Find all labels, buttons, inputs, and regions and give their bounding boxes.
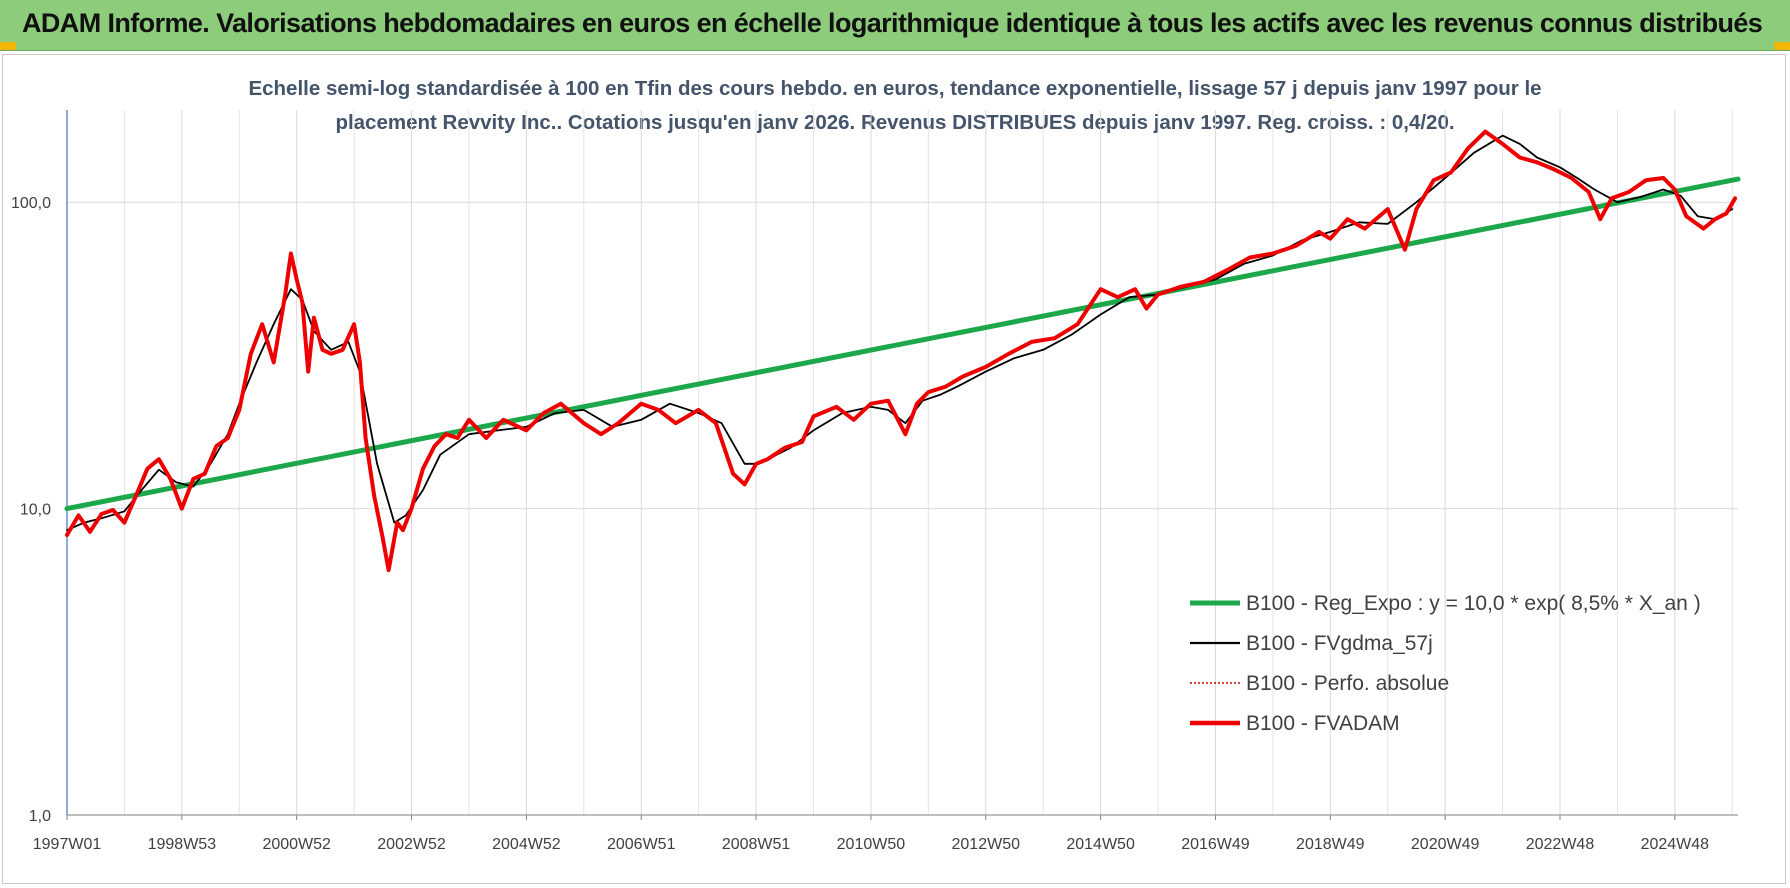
corner-marker-left <box>0 42 16 50</box>
chart-frame <box>2 54 1786 884</box>
x-tick-label: 2008W51 <box>722 836 791 853</box>
y-tick-label: 1,0 <box>29 808 51 825</box>
legend: B100 - Reg_Expo : y = 10,0 * exp( 8,5% *… <box>1190 592 1701 735</box>
corner-marker-right <box>1774 42 1790 50</box>
x-tick-label: 2024W48 <box>1641 836 1710 853</box>
x-tick-label: 2010W50 <box>837 836 906 853</box>
series-line-0 <box>64 176 1741 512</box>
series-line-3 <box>65 129 1738 573</box>
x-tick-label: 2000W52 <box>262 836 331 853</box>
legend-label-1: B100 - FVgdma_57j <box>1246 632 1433 655</box>
y-tick-label: 10,0 <box>20 502 51 519</box>
series <box>64 129 1741 573</box>
x-tick-label: 1997W01 <box>33 836 102 853</box>
grid <box>67 110 1738 816</box>
axes: 1997W01 1998W53 2000W52 2002W52 2004W52 2006W… <box>11 110 1738 853</box>
x-tick-label: 2018W49 <box>1296 836 1365 853</box>
banner-title: ADAM Informe. Valorisations hebdomadaire… <box>22 8 1763 38</box>
title-banner: ADAM Informe. Valorisations hebdomadaire… <box>0 0 1790 51</box>
y-tick-label: 100,0 <box>11 195 51 212</box>
x-tick-label: 2004W52 <box>492 836 561 853</box>
x-tick-label: 2020W49 <box>1411 836 1480 853</box>
x-tick-label: 2014W50 <box>1066 836 1135 853</box>
x-tick-label: 2002W52 <box>377 836 446 853</box>
legend-label-3: B100 - FVADAM <box>1246 712 1400 735</box>
x-tick-label: 1998W53 <box>148 836 217 853</box>
x-tick-label: 2006W51 <box>607 836 676 853</box>
legend-label-0: B100 - Reg_Expo : y = 10,0 * exp( 8,5% *… <box>1246 592 1701 615</box>
x-tick-label: 2012W50 <box>952 836 1021 853</box>
chart-title: Echelle semi-log standardisée à 100 en T… <box>248 77 1542 134</box>
x-tick-label: 2016W49 <box>1181 836 1250 853</box>
x-tick-label: 2022W48 <box>1526 836 1595 853</box>
legend-label-2: B100 - Perfo. absolue <box>1246 672 1449 695</box>
